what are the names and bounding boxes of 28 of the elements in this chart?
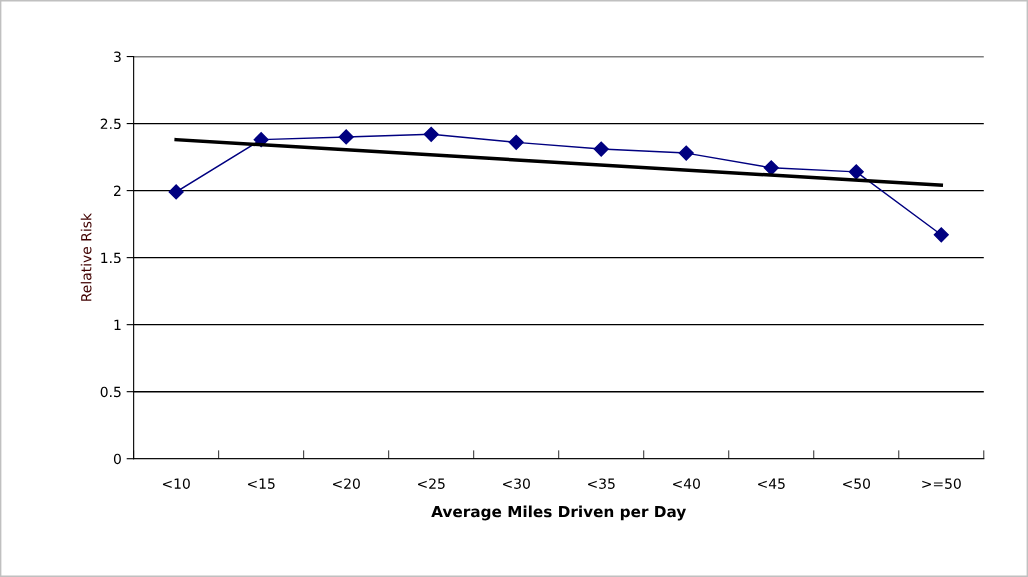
y-tick-label: 3 — [114, 51, 121, 63]
x-tick-label: <15 — [247, 478, 275, 489]
x-tick-label: <50 — [843, 478, 870, 489]
x-tick-label: <35 — [588, 478, 615, 489]
point — [763, 160, 779, 176]
x-tick-label: <25 — [418, 478, 445, 489]
y-tick-label: 2.5 — [100, 118, 121, 130]
x-tick-label: >=50 — [922, 478, 961, 489]
x-tick-label: <10 — [162, 478, 190, 489]
point — [423, 126, 439, 142]
y-axis-title: Relative Risk — [80, 213, 92, 301]
y-tick-label: 2 — [114, 185, 121, 196]
y-tick-label: 1 — [114, 319, 121, 330]
x-tick-label: <20 — [332, 478, 360, 489]
point — [168, 184, 184, 200]
x-tick-label: <30 — [503, 478, 530, 489]
point — [593, 141, 609, 157]
point — [338, 129, 354, 145]
x-axis-title: Average Miles Driven per Day — [431, 505, 686, 521]
x-tick-label: <40 — [673, 478, 700, 489]
point — [848, 164, 864, 180]
point — [508, 134, 524, 150]
y-tick-label: 1.5 — [101, 252, 121, 264]
y-tick-label: 0 — [113, 453, 121, 465]
x-tick-label: <45 — [758, 478, 785, 489]
point — [678, 145, 694, 161]
y-tick-label: 0.5 — [100, 386, 121, 398]
point — [933, 227, 949, 243]
